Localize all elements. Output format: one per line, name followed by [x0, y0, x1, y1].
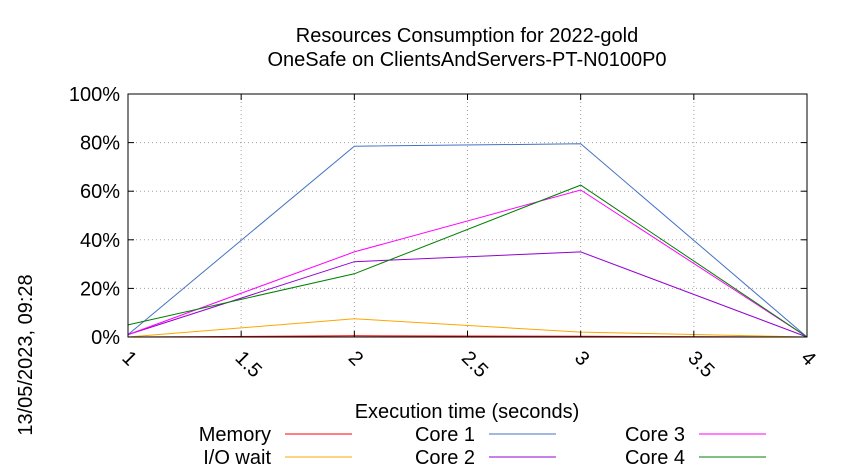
series-line-core-3: [127, 189, 808, 338]
y-tick-label: 80%: [80, 133, 120, 155]
series-line-core-1: [127, 143, 808, 338]
x-tick-label: 3.5: [683, 347, 718, 382]
y-tick-label: 0%: [91, 327, 120, 349]
legend-label-i-o-wait: I/O wait: [203, 447, 271, 469]
chart-title-line-2: OneSafe on ClientsAndServers-PT-N0100P0: [267, 49, 666, 71]
x-tick-label: 2: [344, 347, 367, 370]
y-tick-label: 40%: [80, 230, 120, 252]
series-line-core-4: [127, 184, 808, 338]
legend-label-memory: Memory: [199, 424, 271, 446]
x-tick-label: 3: [570, 347, 593, 370]
legend-label-core-4: Core 4: [625, 447, 685, 469]
series-layer: [127, 143, 808, 338]
series-line-core-2: [127, 251, 808, 338]
y-tick-label: 60%: [80, 181, 120, 203]
x-axis-label: Execution time (seconds): [355, 401, 580, 423]
chart-title-line-1: Resources Consumption for 2022-gold: [296, 25, 638, 47]
x-tick-label: 1: [117, 347, 140, 370]
grid-layer: [128, 94, 807, 337]
legend-label-core-1: Core 1: [415, 424, 475, 446]
legend-label-core-2: Core 2: [415, 447, 475, 469]
timestamp-label: 13/05/2023, 09:28: [15, 274, 37, 435]
x-tick-label: 1.5: [231, 347, 266, 382]
legend-label-core-3: Core 3: [625, 424, 685, 446]
x-tick-label: 4: [796, 347, 819, 370]
x-tick-label: 2.5: [457, 347, 492, 382]
y-tick-label: 20%: [80, 278, 120, 300]
y-tick-label: 100%: [69, 84, 120, 106]
